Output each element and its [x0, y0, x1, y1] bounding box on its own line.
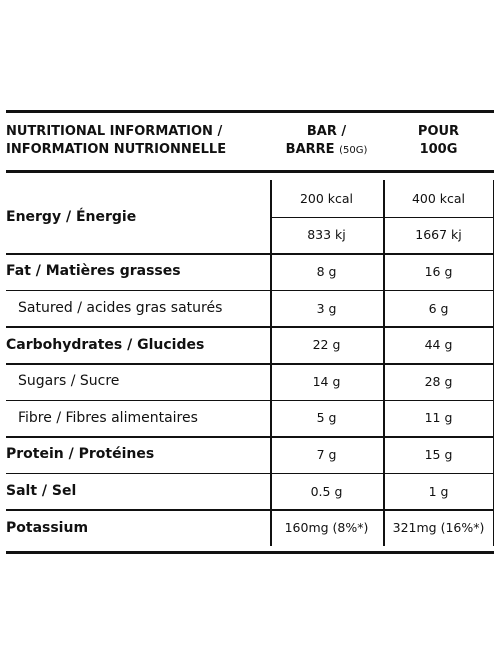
bar-value: 7 g [316, 446, 337, 462]
row-rule [6, 472, 494, 475]
row-rule [6, 436, 494, 438]
bar-value: 160mg (8%*) [284, 520, 369, 536]
header-line: POUR [417, 124, 460, 139]
bar-value: 200 kcal [299, 190, 354, 206]
sub-rule [270, 216, 494, 219]
row-label: Fat / Matières grasses [6, 263, 181, 280]
header-line: NUTRITIONAL INFORMATION / [6, 124, 223, 139]
row-label: Protein / Protéines [6, 446, 155, 463]
row-label: Energy / Énergie [6, 208, 137, 225]
header-line: BARRE [285, 142, 335, 157]
per100-value: 11 g [424, 410, 453, 426]
column-rule [270, 180, 272, 546]
per100-value: 1667 kj [415, 227, 462, 243]
per100-value: 6 g [428, 300, 449, 316]
row-rule [6, 289, 494, 292]
bar-value: 8 g [316, 263, 337, 279]
row-label: Salt / Sel [6, 483, 77, 500]
bar-value: 14 g [312, 373, 341, 389]
row-rule [6, 399, 494, 402]
top-rule [6, 110, 494, 113]
row-rule [6, 363, 494, 365]
row-rule [6, 509, 494, 511]
header-line: INFORMATION NUTRIONNELLE [6, 142, 227, 157]
header-label: NUTRITIONAL INFORMATION / INFORMATION NU… [6, 123, 226, 159]
header-per100: POUR 100G [383, 123, 494, 159]
row-label: Fibre / Fibres alimentaires [18, 409, 198, 426]
per100-value: 1 g [428, 483, 449, 499]
bar-value: 0.5 g [310, 483, 343, 499]
per100-value: 44 g [424, 337, 453, 353]
per100-value: 16 g [424, 263, 453, 279]
bar-value: 3 g [316, 300, 337, 316]
bar-value: 22 g [312, 337, 341, 353]
column-rule [383, 180, 385, 546]
row-rule [6, 253, 494, 255]
row-label: Sugars / Sucre [18, 373, 120, 390]
bar-value: 833 kj [307, 227, 346, 243]
column-rule [492, 180, 494, 546]
per100-value: 15 g [424, 446, 453, 462]
row-rule [6, 326, 494, 328]
per100-value: 28 g [424, 373, 453, 389]
row-label: Carbohydrates / Glucides [6, 336, 205, 353]
header-unit: (50G) [339, 145, 368, 156]
bar-value: 5 g [316, 410, 337, 426]
row-label: Potassium [6, 519, 89, 536]
row-label: Satured / acides gras saturés [18, 300, 223, 317]
bottom-rule [6, 551, 494, 554]
header-rule [6, 170, 494, 173]
header-line: BAR / [306, 124, 347, 139]
header-bar: BAR / BARRE (50G) [270, 123, 383, 160]
header-line: 100G [419, 142, 458, 157]
per100-value: 400 kcal [411, 190, 466, 206]
per100-value: 321mg (16%*) [392, 520, 485, 536]
